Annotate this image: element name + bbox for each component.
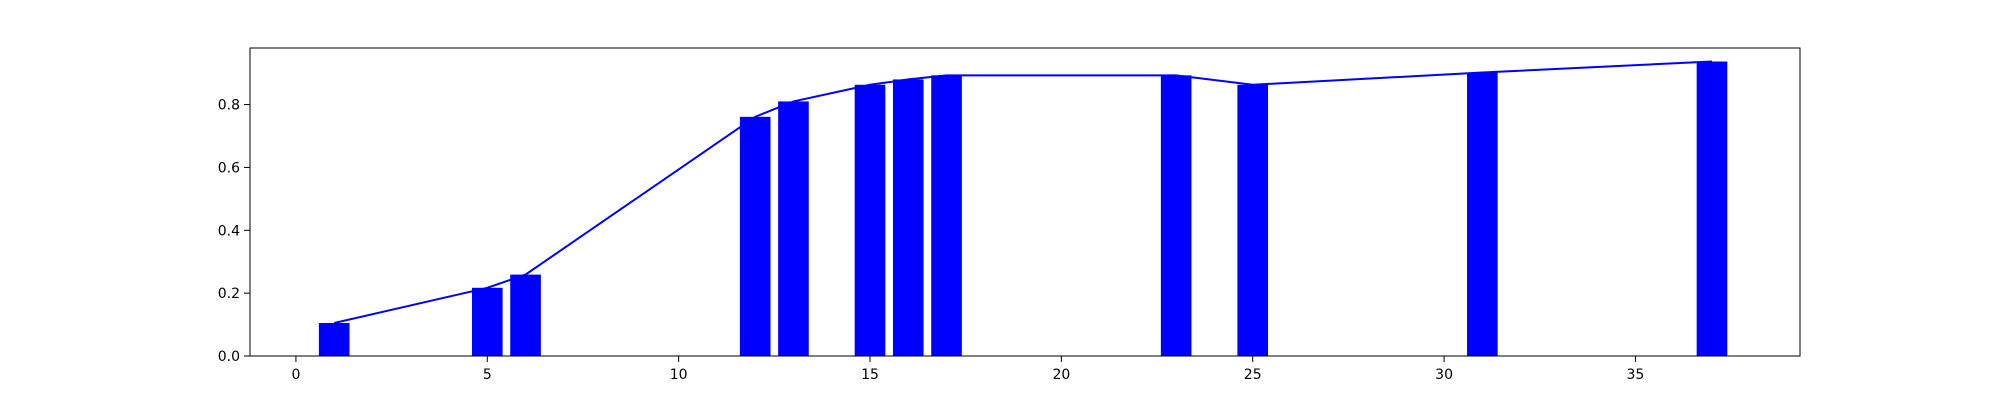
x-tick-label: 10	[670, 367, 688, 383]
x-tick-label: 15	[861, 367, 879, 383]
trend-line	[333, 60, 1713, 324]
x-tick-label: 30	[1435, 367, 1453, 383]
bar	[739, 116, 771, 356]
plot-area-frame	[249, 47, 1801, 357]
x-tick-label: 5	[483, 367, 492, 383]
bar	[931, 75, 962, 356]
x-axis: 0 5 10 15 20 25 30 35	[291, 356, 1644, 383]
bar	[1160, 75, 1192, 356]
bar	[892, 79, 924, 356]
bar	[1696, 61, 1728, 357]
x-tick-label: 25	[1244, 367, 1262, 383]
bar	[471, 287, 503, 356]
bar-series	[318, 61, 1728, 357]
y-axis: 0.0 0.2 0.4 0.6 0.8	[218, 98, 250, 365]
y-tick-label: 0.0	[218, 349, 240, 365]
bar	[510, 274, 541, 356]
x-tick-label: 20	[1052, 367, 1070, 383]
y-tick-label: 0.8	[218, 98, 240, 114]
bar	[854, 84, 886, 357]
y-tick-label: 0.6	[218, 160, 240, 176]
bar	[778, 101, 809, 356]
x-tick-label: 0	[291, 367, 300, 383]
y-tick-label: 0.2	[218, 286, 240, 302]
bar	[318, 323, 350, 356]
x-tick-label: 35	[1627, 367, 1645, 383]
bar	[1237, 84, 1269, 357]
y-tick-label: 0.4	[218, 223, 240, 239]
bar	[1467, 72, 1498, 356]
